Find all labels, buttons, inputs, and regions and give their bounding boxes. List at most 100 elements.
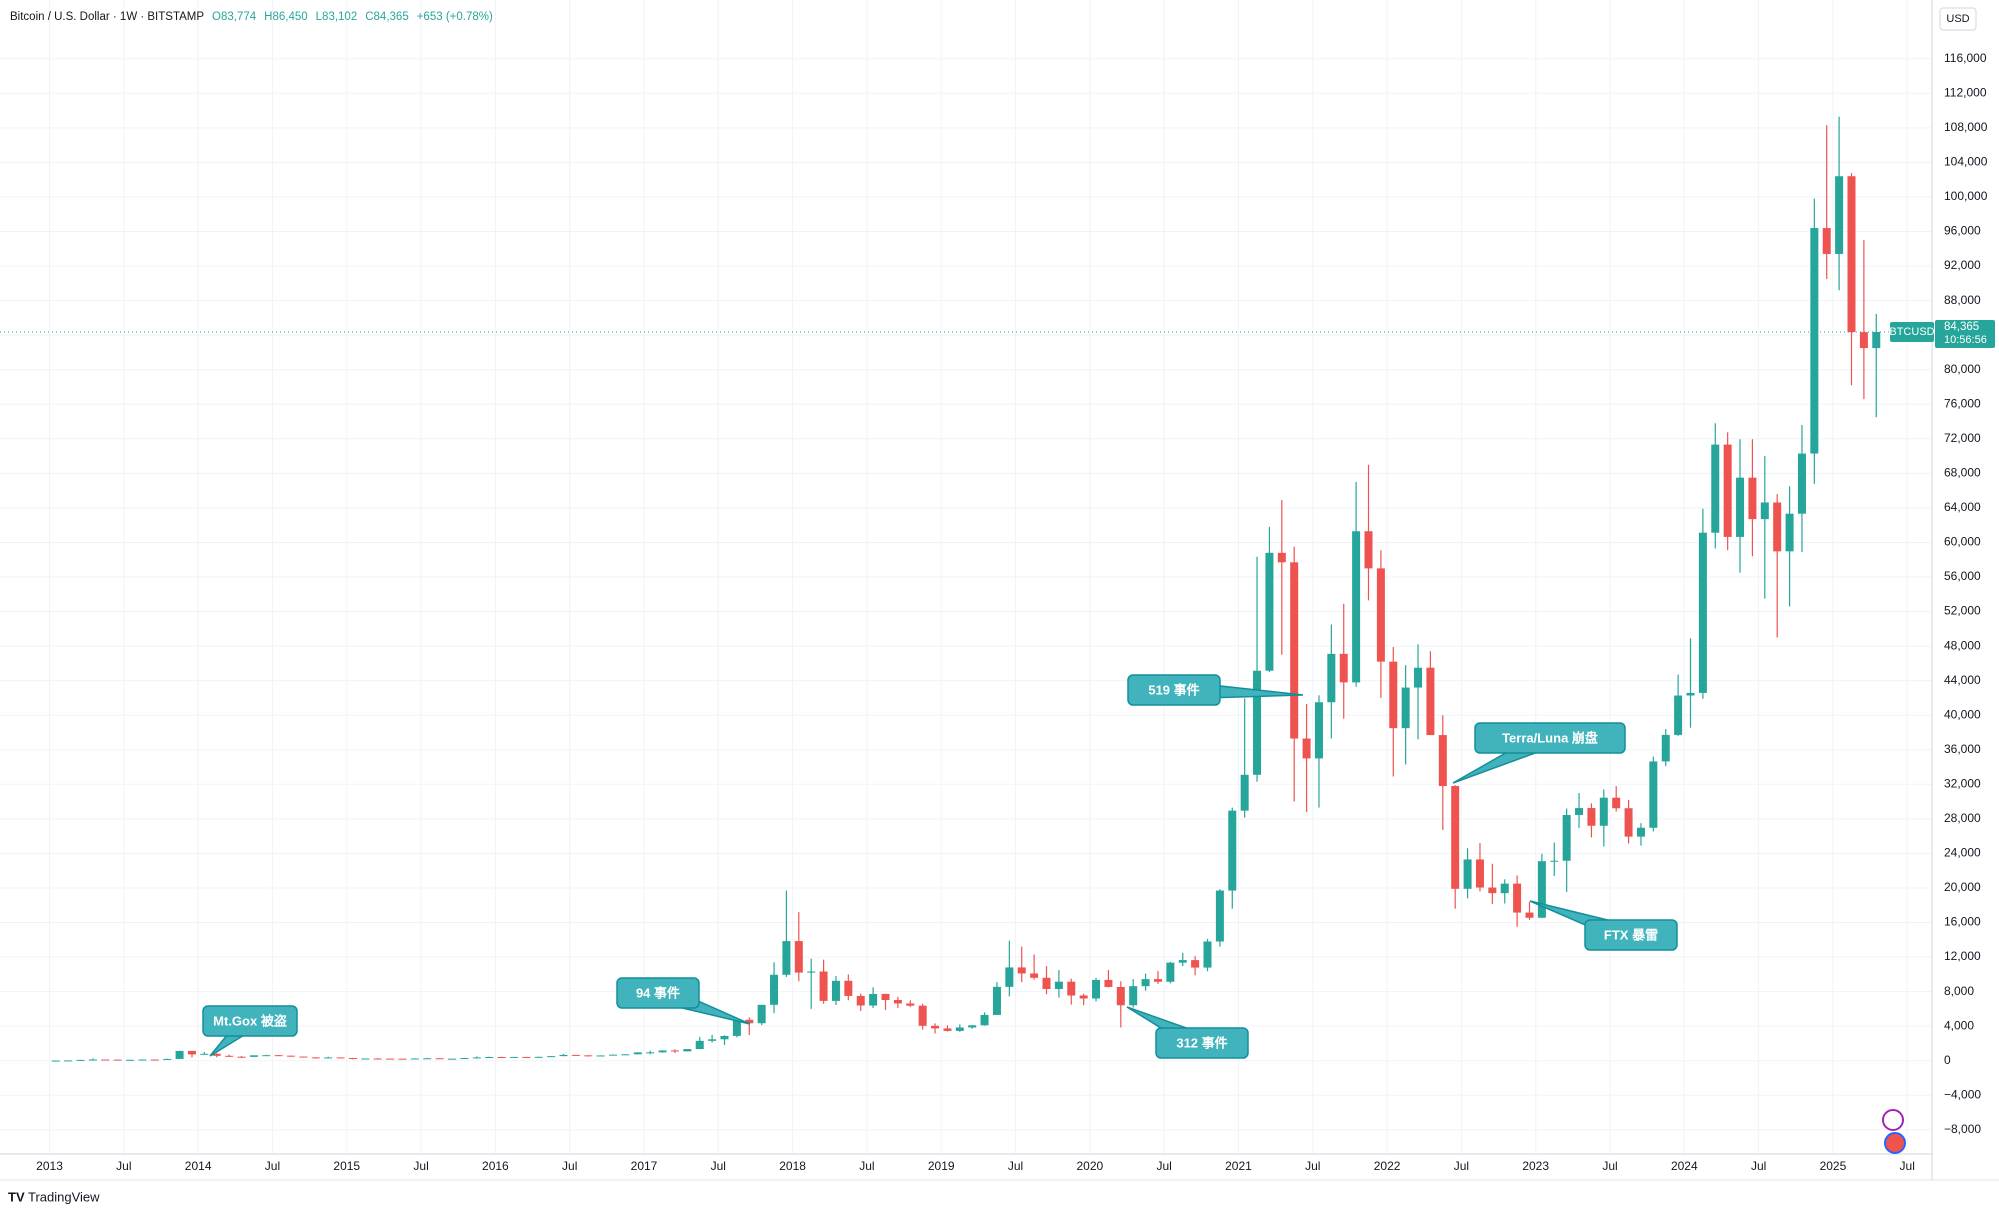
candle-body [311,1057,320,1059]
candle-body [113,1059,122,1061]
candle-body [1859,332,1868,349]
y-tick-label: 76,000 [1944,396,1981,410]
y-tick-label: 108,000 [1944,120,1988,134]
candle-body [1017,967,1026,974]
x-tick-label: 2022 [1374,1159,1401,1173]
callout-label: Mt.Gox 被盗 [213,1013,287,1028]
footer-brand: TradingView [28,1189,100,1204]
candle-body [1079,995,1088,999]
header: Bitcoin / U.S. Dollar · 1W · BITSTAMP O83… [10,11,493,23]
candle-body [1624,808,1633,837]
candle-body [708,1039,717,1041]
candle-body [1054,981,1063,990]
x-tick-label: Jul [1900,1159,1915,1173]
candle-body [1314,702,1323,759]
y-tick-label: 64,000 [1944,500,1981,514]
x-tick-label: Jul [1602,1159,1617,1173]
x-tick-label: 2023 [1522,1159,1549,1173]
candle-body [658,1050,667,1053]
candle-body [262,1055,271,1057]
candle-body [906,1003,915,1006]
y-tick-label: 92,000 [1944,258,1981,272]
icon[interactable] [1882,1109,1904,1131]
x-tick-label: Jul [413,1159,428,1173]
ohlc-value: O83,774 [212,11,257,23]
candle-body [497,1056,506,1058]
candle-body [138,1059,147,1061]
symbol-tag [1890,321,1934,342]
symbol: Bitcoin / U.S. Dollar · 1W · BITSTAMP [10,11,204,23]
y-tick-label: 40,000 [1944,707,1981,721]
candle-body [88,1059,97,1061]
candle-body [1005,967,1014,987]
candle-body [547,1056,556,1058]
icon[interactable] [1884,1132,1906,1154]
callout-label: 312 事件 [1176,1035,1227,1050]
candle-body [1030,973,1039,978]
candle-body [348,1057,357,1059]
x-tick-label: Jul [116,1159,131,1173]
symbol-tag-label: BTCUSD [1889,326,1934,338]
candle-body [1785,513,1794,552]
callout-join [1628,928,1634,942]
candle-body [1674,695,1683,735]
candle-body [1414,667,1423,688]
candle-body [485,1056,494,1058]
x-tick-label: 2019 [928,1159,955,1173]
candle-body [1562,814,1571,861]
price-tag [1935,319,1995,348]
candle-body [1203,941,1212,968]
candle-body [1748,477,1757,520]
candle-body [1438,735,1447,787]
candle-body [1736,477,1745,537]
candle-body [101,1059,110,1061]
candle-body [1649,761,1658,828]
candle-body [1178,960,1187,963]
candle-body [274,1055,283,1057]
candle-body [1104,979,1113,987]
y-tick-label: 32,000 [1944,776,1981,790]
candle-body [373,1058,382,1060]
candle-body [559,1054,568,1057]
x-tick-label: Jul [1454,1159,1469,1173]
candle-body [237,1056,246,1058]
candle-body [918,1005,927,1026]
candle-body [1525,912,1534,918]
candle-body [1698,532,1707,693]
price-countdown: 10:56:56 [1944,334,1987,346]
candle-body [1042,977,1051,990]
x-tick-label: 2017 [631,1159,658,1173]
y-tick-label: 20,000 [1944,880,1981,894]
candle-body [1723,444,1732,537]
callout-label: Terra/Luna 崩盘 [1502,730,1598,745]
currency-box[interactable] [1939,7,1977,31]
x-tick-label: 2020 [1076,1159,1103,1173]
y-tick-label: 52,000 [1944,604,1981,618]
candle-body [472,1057,481,1059]
ohlc-value: L83,102 [316,11,358,23]
candle-body [324,1057,333,1059]
candle-body [1141,979,1150,987]
candle-body [1240,774,1249,811]
candle-body [522,1056,531,1058]
candle-body [1847,176,1856,333]
x-tick-label: Jul [265,1159,280,1173]
y-tick-label: 36,000 [1944,742,1981,756]
candle-body [336,1057,345,1059]
candle-body [992,986,1001,1015]
candle-body [683,1049,692,1052]
x-tick-label: 2014 [185,1159,212,1173]
candle-body [150,1059,159,1061]
candle-body [931,1025,940,1029]
y-tick-label: 88,000 [1944,293,1981,307]
candle-body [1636,827,1645,837]
candle-body [1835,176,1844,254]
candle-body [1612,797,1621,809]
candle-body [633,1052,642,1055]
candle-body [745,1019,754,1024]
candle-body [1116,986,1125,1006]
candle-body [299,1056,308,1058]
logo-mark: TV [8,1189,25,1204]
candle-body [1290,562,1299,739]
candle-body [980,1014,989,1026]
